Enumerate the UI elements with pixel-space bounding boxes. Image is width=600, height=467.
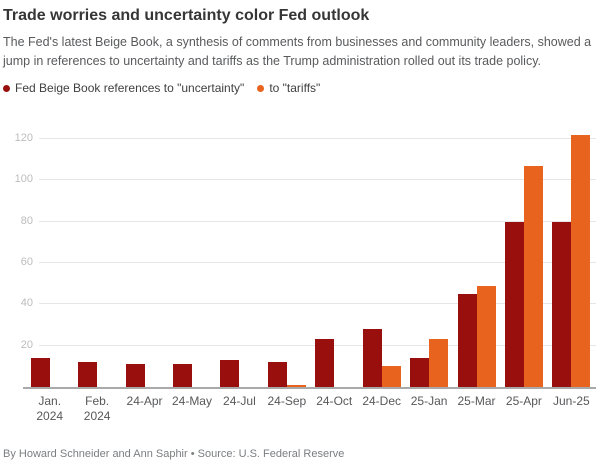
legend-item-uncertainty: Fed Beige Book references to "uncertaint…: [3, 81, 244, 95]
y-axis-tick-label: 120: [3, 132, 33, 144]
legend: Fed Beige Book references to "uncertaint…: [3, 80, 596, 96]
legend-swatch-uncertainty-icon: [3, 84, 10, 92]
bar-group: [216, 118, 263, 387]
x-axis-label: 25-Mar: [457, 394, 496, 408]
y-axis-tick-label: 60: [3, 256, 33, 268]
bar-tariffs: [571, 134, 591, 387]
gridline: 80: [3, 215, 596, 227]
legend-item-tariffs: to "tariffs": [257, 81, 320, 95]
bar-uncertainty: [125, 364, 145, 387]
x-axis-label: Jun-25: [553, 394, 590, 408]
bar-group: [311, 118, 358, 387]
bar-tariffs: [286, 384, 306, 387]
bar-uncertainty: [410, 358, 430, 387]
bar-tariffs: [381, 366, 401, 387]
bar-uncertainty: [220, 360, 240, 387]
y-axis-tick-label: 40: [3, 298, 33, 310]
x-axis-labels: Jan. 2024 Feb. 2024 24-Apr 24-May 24-Jul 24-S…: [26, 394, 595, 424]
bar-uncertainty: [552, 221, 572, 387]
bar-tariffs: [429, 339, 449, 387]
y-axis-tick-label: 80: [3, 215, 33, 227]
bar-uncertainty: [172, 364, 192, 387]
bar-uncertainty: [267, 362, 287, 387]
bar-group: [73, 118, 120, 387]
x-axis-label: 25-Jan: [410, 394, 448, 408]
bar-group: [121, 118, 168, 387]
x-axis-label: 24-Jul: [223, 394, 256, 408]
source-byline: By Howard Schneider and Ann Saphir • Sou…: [3, 448, 345, 460]
gridline: 120: [3, 132, 596, 144]
bar-groups: [26, 118, 595, 387]
x-axis-label: 24-Apr: [126, 394, 163, 408]
bar-uncertainty: [362, 329, 382, 387]
bar-uncertainty: [78, 362, 98, 387]
bar-uncertainty: [457, 293, 477, 387]
x-axis-label: 24-Dec: [362, 394, 401, 408]
bar-group: [405, 118, 452, 387]
bar-uncertainty: [504, 221, 524, 387]
gridline: 100: [3, 174, 596, 186]
bar-group: [263, 118, 310, 387]
bar-group: [26, 118, 73, 387]
page-title: Trade worries and uncertainty color Fed …: [3, 7, 370, 24]
x-axis-label: 24-Oct: [316, 394, 353, 408]
plot-area: 20 40 60 80 100 120: [3, 118, 596, 387]
chart-subtitle: The Fed's latest Beige Book, a synthesis…: [3, 35, 592, 68]
x-axis-label: 24-May: [171, 394, 212, 408]
gridline: 40: [3, 298, 596, 310]
y-axis-tick-label: 20: [3, 339, 33, 351]
legend-label-tariffs: to "tariffs": [269, 81, 321, 95]
y-axis-tick-label: 100: [3, 174, 33, 186]
bar-tariffs: [523, 165, 543, 387]
legend-label-uncertainty: Fed Beige Book references to "uncertaint…: [15, 81, 245, 95]
bar-group: [453, 118, 500, 387]
bar-group: [168, 118, 215, 387]
x-axis-label: 25-Apr: [505, 394, 542, 408]
gridline: 60: [3, 256, 596, 268]
bar-group: [548, 118, 595, 387]
bar-group: [358, 118, 405, 387]
bar-group: [500, 118, 547, 387]
x-axis-label: 24-Sep: [267, 394, 307, 408]
legend-swatch-tariffs-icon: [257, 84, 265, 92]
bar-uncertainty: [315, 339, 335, 387]
bar-tariffs: [476, 285, 496, 387]
x-axis-label: Feb. 2024: [83, 394, 111, 423]
x-axis-baseline: [23, 387, 596, 389]
x-axis-label: Jan. 2024: [36, 394, 64, 423]
bar-uncertainty: [30, 358, 50, 387]
